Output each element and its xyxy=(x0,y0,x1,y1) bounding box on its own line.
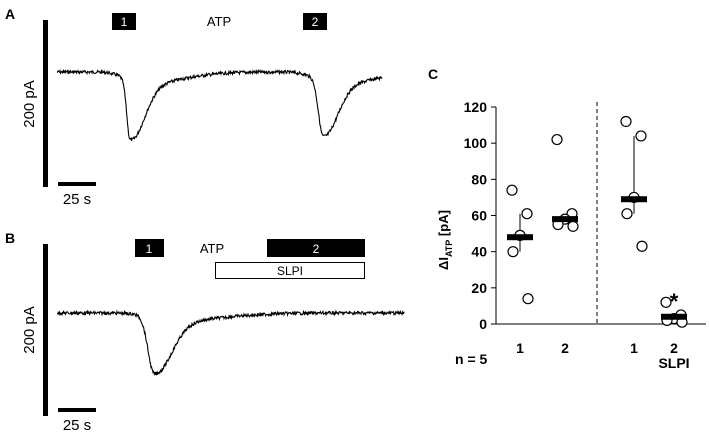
group-2-median-bar xyxy=(552,216,578,223)
panel-c-n-label: n = 5 xyxy=(455,351,488,367)
group-1-median-bar xyxy=(507,234,533,241)
panel-c-slpi-label: SLPI xyxy=(658,355,689,371)
panel-c-axes: 0 20 40 60 80 100 120 xyxy=(464,99,706,332)
panel-b-slpi-label: SLPI xyxy=(277,264,303,278)
group-3-data-point xyxy=(635,130,647,142)
panel-b-scale-bar-x xyxy=(58,408,96,412)
panel-a-scale-y-label: 200 pA xyxy=(21,80,38,128)
y-tick-label: 80 xyxy=(471,171,487,187)
y-tick-label: 120 xyxy=(464,99,488,115)
panel-a-label-2: 2 xyxy=(312,15,319,29)
panel-b-scale-x-label: 25 s xyxy=(63,417,91,434)
x-tick-label: 1 xyxy=(630,340,638,356)
group-1-data-point xyxy=(507,246,519,258)
group-3-data-point xyxy=(620,115,632,128)
panel-a-atp-label: ATP xyxy=(207,14,231,29)
group-1-data-point xyxy=(521,208,533,220)
y-tick-label: 20 xyxy=(471,280,487,296)
panel-a-scale-x-label: 25 s xyxy=(63,191,91,208)
group-3-data-point xyxy=(621,208,633,220)
panel-c-y-axis-title: ΔIATP [pA] xyxy=(436,210,454,270)
panel-b-label-2-box xyxy=(267,239,365,257)
panel-c-x-tick-labels: 1 2 1 2 xyxy=(516,340,678,356)
y-tick-label: 0 xyxy=(479,316,487,332)
panel-c-significance-star: * xyxy=(670,289,679,314)
panel-b: B 1 ATP 2 SLPI 200 pA 25 s xyxy=(5,230,405,434)
panel-a-scale-bar-x xyxy=(58,182,96,186)
x-tick-label: 2 xyxy=(670,340,678,356)
panel-b-label-1-box xyxy=(135,239,164,257)
group-4-data-point xyxy=(660,296,672,308)
panel-b-slpi-box xyxy=(215,262,365,279)
group-3-data-point xyxy=(636,240,648,252)
y-tick-label: 100 xyxy=(464,135,488,151)
group-4-median-bar xyxy=(661,313,687,320)
panel-b-label-1: 1 xyxy=(146,242,153,256)
group-2-data-point xyxy=(551,133,563,146)
panel-a-label-1: 1 xyxy=(121,15,128,29)
x-tick-label: 1 xyxy=(516,340,524,356)
panel-b-letter: B xyxy=(5,230,15,246)
y-tick-label: 60 xyxy=(471,208,487,224)
panel-c-plot-area xyxy=(506,115,688,328)
panel-a-current-trace xyxy=(56,68,383,142)
panel-a-scale-bar-y xyxy=(43,20,48,187)
group-1-data-point xyxy=(506,184,518,196)
group-3-median-bar xyxy=(621,196,647,203)
panel-b-scale-bar-y xyxy=(43,244,48,416)
panel-a: A 1 ATP 2 200 pA 25 s xyxy=(5,6,383,208)
panel-b-atp-label: ATP xyxy=(200,241,224,256)
panel-a-label-1-box xyxy=(112,13,136,30)
group-1-data-point xyxy=(522,293,534,305)
panel-b-scale-y-label: 200 pA xyxy=(21,306,38,354)
group-2-data-point xyxy=(567,220,579,232)
panel-b-label-2: 2 xyxy=(313,242,320,256)
x-tick-label: 2 xyxy=(561,340,569,356)
y-tick-label: 40 xyxy=(471,244,487,260)
panel-b-current-trace xyxy=(56,309,405,376)
panel-a-label-2-box xyxy=(303,13,327,30)
panel-a-letter: A xyxy=(5,6,15,22)
panel-c-letter: C xyxy=(428,66,438,82)
